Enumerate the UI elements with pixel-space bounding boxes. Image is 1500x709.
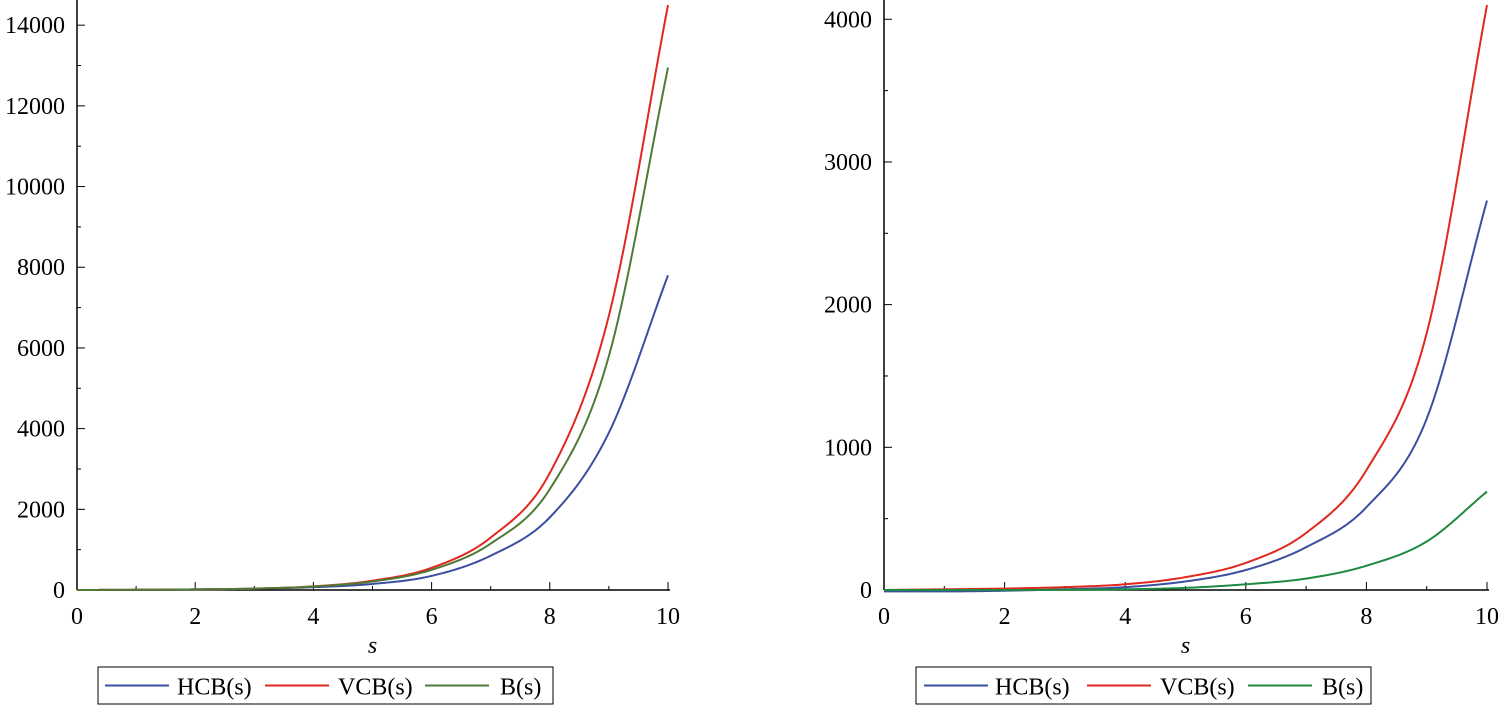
y-tick-label: 12000 bbox=[5, 94, 65, 120]
legend-label: B(s) bbox=[500, 675, 541, 701]
series-line-hcbs bbox=[884, 200, 1488, 593]
y-tick-label: 1000 bbox=[824, 435, 872, 461]
series-line-vcbs bbox=[883, 4, 1488, 591]
y-tick-label: 0 bbox=[53, 578, 65, 604]
x-tick-label: 10 bbox=[656, 604, 680, 630]
series-line-bs bbox=[884, 490, 1488, 591]
legend-label: VCB(s) bbox=[338, 675, 413, 701]
y-tick-label: 3000 bbox=[824, 150, 872, 176]
y-tick-label: 4000 bbox=[824, 7, 872, 33]
x-tick-label: 10 bbox=[1475, 604, 1499, 630]
legend-label: B(s) bbox=[1322, 675, 1363, 701]
y-tick-label: 2000 bbox=[824, 293, 872, 319]
x-axis-label: s bbox=[368, 633, 377, 659]
x-tick-label: 4 bbox=[1119, 604, 1131, 630]
y-tick-label: 8000 bbox=[17, 255, 65, 281]
chart-2: 0 2 4 6 8 10 0 1000 2000 3000 4000 s HCB(s) VCB(s) B(s… bbox=[824, 0, 1499, 705]
legend-label: HCB(s) bbox=[995, 675, 1070, 701]
series-line-hcbs bbox=[76, 274, 669, 591]
series-line-bs bbox=[76, 67, 669, 591]
legend: HCB(s) VCB(s) B(s) bbox=[915, 666, 1372, 705]
x-tick-label: 8 bbox=[1360, 604, 1372, 630]
x-tick-label: 2 bbox=[999, 604, 1011, 630]
x-tick-label: 0 bbox=[71, 604, 83, 630]
x-tick-label: 4 bbox=[307, 604, 319, 630]
x-tick-label: 6 bbox=[1240, 604, 1252, 630]
x-tick-label: 0 bbox=[878, 604, 890, 630]
legend-label: HCB(s) bbox=[177, 675, 252, 701]
x-axis-label: s bbox=[1181, 633, 1190, 659]
legend-label: VCB(s) bbox=[1160, 675, 1235, 701]
legend: HCB(s) VCB(s) B(s) bbox=[97, 666, 554, 705]
series-line-vcbs bbox=[76, 4, 669, 591]
y-tick-label: 0 bbox=[860, 578, 872, 604]
x-tick-label: 2 bbox=[189, 604, 201, 630]
x-tick-label: 8 bbox=[544, 604, 556, 630]
y-tick-label: 10000 bbox=[5, 175, 65, 201]
chart-1: 0 2 4 6 8 10 0 2000 4000 6000 8000 10000 12000 14000 s… bbox=[5, 0, 680, 705]
x-tick-label: 6 bbox=[426, 604, 438, 630]
y-tick-label: 6000 bbox=[17, 336, 65, 362]
y-tick-label: 14000 bbox=[5, 13, 65, 39]
y-tick-label: 4000 bbox=[17, 417, 65, 443]
y-tick-label: 2000 bbox=[17, 497, 65, 523]
